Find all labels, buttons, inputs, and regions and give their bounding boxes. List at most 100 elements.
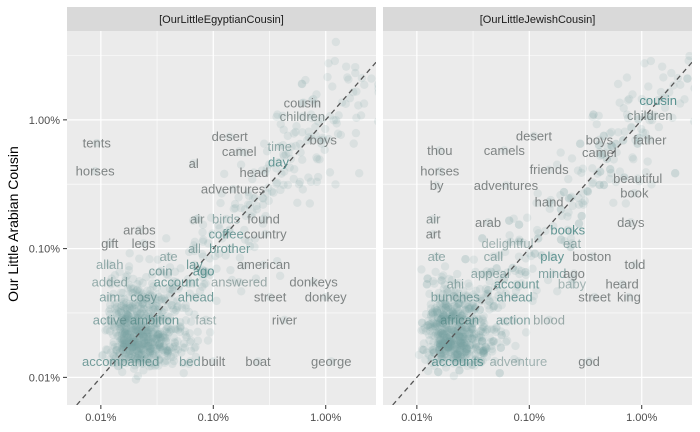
word-label: time xyxy=(267,139,292,154)
word-label: father xyxy=(633,132,667,147)
word-label: account xyxy=(494,277,540,292)
word-point xyxy=(265,292,275,302)
word-label: built xyxy=(201,354,225,369)
word-label: desert xyxy=(516,128,553,143)
word-point xyxy=(451,279,460,289)
word-point xyxy=(259,260,268,269)
word-point xyxy=(432,181,441,190)
facet-panels: [OurLittleEgyptianCousin]cousinchildrenb… xyxy=(29,7,692,424)
word-point xyxy=(105,315,114,324)
word-point xyxy=(548,252,557,261)
word-label: donkeys xyxy=(289,275,338,290)
word-label: brother xyxy=(209,241,251,256)
word-point xyxy=(298,98,307,108)
grid-lines xyxy=(383,31,692,405)
word-point xyxy=(510,292,519,302)
x-tick-label: 0.10% xyxy=(198,412,229,424)
word-label: heard xyxy=(606,277,639,292)
reference-line xyxy=(76,61,376,405)
word-points xyxy=(90,98,336,366)
facet-strip-bg xyxy=(383,7,692,31)
word-label: art xyxy=(426,226,442,241)
word-label: adventure xyxy=(489,354,547,369)
word-label: blood xyxy=(533,312,565,327)
word-label: cousin xyxy=(639,93,677,108)
word-point xyxy=(189,159,198,168)
word-point xyxy=(275,142,284,151)
word-point xyxy=(327,357,336,366)
word-point xyxy=(201,315,211,324)
word-label: camels xyxy=(484,143,526,158)
word-point xyxy=(164,252,173,261)
word-label: ambition xyxy=(130,312,179,327)
word-point xyxy=(280,315,289,324)
word-label: air xyxy=(190,211,205,226)
word-label: king xyxy=(617,290,641,305)
word-label: street xyxy=(254,290,287,305)
word-point xyxy=(274,157,283,167)
word-label: action xyxy=(496,312,531,327)
word-point xyxy=(105,277,114,287)
word-label: camel xyxy=(222,144,257,159)
facet-strip-label: [OurLittleEgyptianCousin] xyxy=(159,14,284,26)
word-point xyxy=(587,252,597,261)
word-label: donkey xyxy=(305,290,347,305)
y-axis: 0.01% 0.10% 1.00% xyxy=(29,115,67,384)
word-label: hand xyxy=(535,195,564,210)
word-label: tents xyxy=(83,136,112,151)
word-label: appeal xyxy=(471,266,510,281)
word-label: delightful xyxy=(481,236,533,251)
word-label: found xyxy=(247,211,280,226)
word-label: thou xyxy=(427,143,452,158)
word-point xyxy=(221,214,231,224)
word-label: american xyxy=(237,257,290,272)
word-point xyxy=(486,269,495,278)
word-point xyxy=(645,135,655,145)
word-point xyxy=(156,266,165,276)
word-point xyxy=(92,138,101,148)
word-point xyxy=(253,357,263,366)
x-tick-label: 0.10% xyxy=(514,412,545,424)
word-point xyxy=(509,315,518,324)
word-label: friends xyxy=(530,162,570,177)
word-label: cousin xyxy=(284,96,322,111)
x-tick-label: 1.00% xyxy=(310,412,341,424)
word-point xyxy=(544,315,554,324)
word-point xyxy=(105,239,114,248)
word-label: birds xyxy=(212,211,241,226)
word-label: ahead xyxy=(178,290,214,305)
word-label: boys xyxy=(309,132,337,147)
word-point xyxy=(626,218,636,227)
word-label: accompanied xyxy=(82,354,159,369)
word-point xyxy=(617,279,627,289)
word-label: arab xyxy=(475,215,501,230)
word-point xyxy=(135,225,144,234)
word-label: head xyxy=(239,165,268,180)
word-point xyxy=(503,239,512,248)
word-point xyxy=(429,214,438,224)
word-label: days xyxy=(617,215,645,230)
word-point xyxy=(548,269,557,278)
word-point xyxy=(489,252,498,261)
word-point xyxy=(185,357,195,366)
word-point xyxy=(432,252,441,261)
word-label: ate xyxy=(428,249,446,264)
word-label: al xyxy=(189,156,199,171)
word-point xyxy=(116,357,125,366)
word-label: account xyxy=(154,275,200,290)
word-point xyxy=(105,260,114,269)
word-point xyxy=(567,239,577,248)
word-point xyxy=(150,315,159,324)
word-label: cosy xyxy=(130,290,157,305)
x-tick-label: 0.01% xyxy=(85,412,116,424)
panel-background xyxy=(383,31,692,405)
word-label: added xyxy=(92,275,128,290)
word-label: active xyxy=(93,312,127,327)
word-point xyxy=(259,214,268,224)
word-point xyxy=(514,357,523,366)
word-label: adventures xyxy=(201,182,266,197)
word-point xyxy=(451,292,460,302)
word-label: camel xyxy=(582,145,617,160)
